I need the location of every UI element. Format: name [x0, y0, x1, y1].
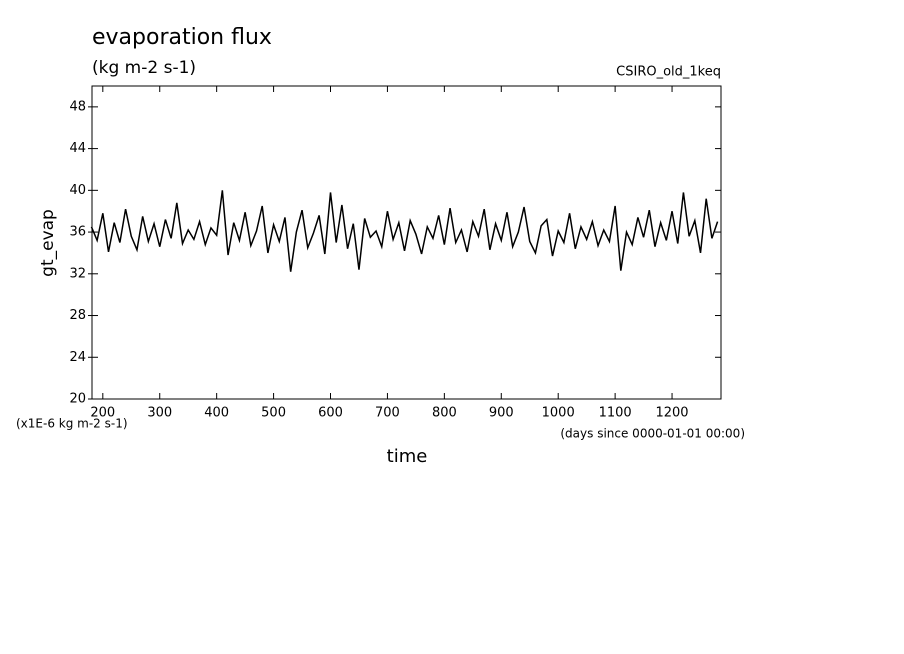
x-tick-label: 700	[375, 406, 400, 421]
y-tick-label: 40	[69, 183, 86, 198]
x-tick-label: 200	[90, 406, 115, 421]
x-tick-label: 600	[318, 406, 343, 421]
x-tick-label: 800	[432, 406, 457, 421]
y-tick-label: 32	[69, 266, 86, 281]
x-tick-label: 400	[204, 406, 229, 421]
x-tick-label: 900	[489, 406, 514, 421]
y-tick-label: 28	[69, 308, 86, 323]
data-line	[90, 190, 719, 272]
x-tick-label: 500	[261, 406, 286, 421]
x-tick-label: 1000	[542, 406, 575, 421]
y-tick-label: 44	[69, 141, 86, 156]
y-tick-label: 48	[69, 99, 86, 114]
dataset-label: CSIRO_old_1keq	[616, 65, 721, 80]
x-tick-label: 300	[147, 406, 172, 421]
x-units-note: (days since 0000-01-01 00:00)	[560, 427, 745, 441]
x-tick-label: 1100	[599, 406, 632, 421]
x-axis-label: time	[387, 446, 428, 467]
x-tick-label: 1200	[655, 406, 688, 421]
chart-subtitle: (kg m-2 s-1)	[92, 58, 196, 78]
y-units-note: (x1E-6 kg m-2 s-1)	[16, 417, 128, 431]
y-tick-label: 20	[69, 392, 86, 407]
chart-title: evaporation flux	[92, 25, 272, 50]
y-axis-label: gt_evap	[38, 209, 58, 277]
y-tick-label: 24	[69, 350, 86, 365]
plot-frame	[91, 85, 722, 400]
y-tick-label: 36	[69, 225, 86, 240]
